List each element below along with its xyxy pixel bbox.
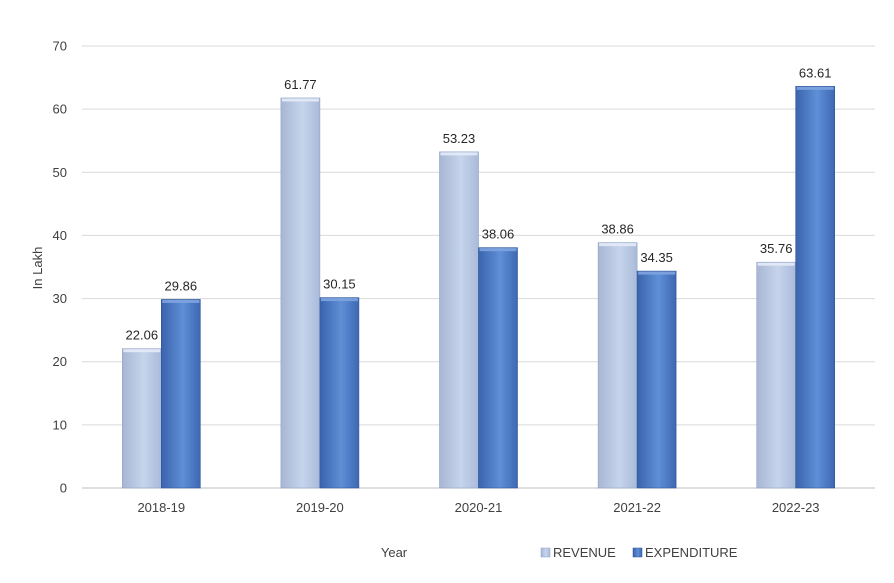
data-labels: 22.06 29.86 61.77 30.15 53.23 38.06 38.86 34.35… bbox=[126, 65, 832, 342]
bar-cap-expenditure-2020-21 bbox=[479, 248, 517, 252]
bar-cap-revenue-2019-20 bbox=[281, 98, 319, 102]
bars bbox=[122, 86, 836, 489]
bar-cap-expenditure-2018-19 bbox=[162, 299, 200, 303]
legend: REVENUE EXPENDITURE bbox=[540, 545, 738, 560]
x-tick-label: 2022-23 bbox=[772, 500, 820, 515]
bar-expenditure-2021-22 bbox=[636, 270, 677, 489]
x-axis-ticks: 2018-19 2019-20 2020-21 2021-22 2022-23 bbox=[137, 500, 819, 515]
y-tick-label: 70 bbox=[53, 39, 67, 54]
y-tick-label: 60 bbox=[53, 102, 67, 117]
bar-cap-revenue-2021-22 bbox=[599, 243, 637, 247]
bar-cap-revenue-2022-23 bbox=[757, 262, 795, 266]
data-label-expenditure: 63.61 bbox=[799, 65, 832, 80]
bar-revenue-2021-22 bbox=[597, 242, 638, 489]
data-label-expenditure: 38.06 bbox=[482, 227, 515, 242]
legend-swatch-revenue bbox=[540, 547, 551, 558]
x-tick-label: 2019-20 bbox=[296, 500, 344, 515]
y-tick-label: 0 bbox=[60, 481, 67, 496]
legend-label-revenue: REVENUE bbox=[553, 545, 616, 560]
bar-revenue-2019-20 bbox=[280, 97, 321, 489]
x-tick-label: 2021-22 bbox=[613, 500, 661, 515]
bar-cap-revenue-2020-21 bbox=[440, 152, 478, 156]
y-tick-label: 50 bbox=[53, 165, 67, 180]
bar-revenue-2018-19 bbox=[122, 348, 162, 489]
bar-cap-expenditure-2021-22 bbox=[638, 271, 676, 275]
data-label-expenditure: 34.35 bbox=[640, 250, 673, 265]
bar-cap-expenditure-2019-20 bbox=[320, 298, 358, 302]
y-axis-ticks: 0 10 20 30 40 50 60 70 bbox=[53, 39, 67, 496]
data-label-expenditure: 30.15 bbox=[323, 277, 356, 292]
x-tick-label: 2018-19 bbox=[137, 500, 185, 515]
bar-cap-expenditure-2022-23 bbox=[796, 86, 834, 90]
y-tick-label: 30 bbox=[53, 291, 67, 306]
legend-label-expenditure: EXPENDITURE bbox=[645, 545, 738, 560]
y-tick-label: 20 bbox=[53, 354, 67, 369]
data-label-revenue: 53.23 bbox=[443, 131, 476, 146]
bar-revenue-2022-23 bbox=[756, 261, 797, 489]
y-axis-title: In Lakh bbox=[30, 247, 45, 290]
x-axis-title: Year bbox=[381, 545, 408, 560]
bar-expenditure-2022-23 bbox=[795, 86, 836, 489]
bar-cap-revenue-2018-19 bbox=[123, 349, 161, 353]
data-label-revenue: 35.76 bbox=[760, 241, 793, 256]
data-label-revenue: 38.86 bbox=[601, 222, 634, 237]
y-tick-label: 10 bbox=[53, 417, 67, 432]
bar-revenue-2020-21 bbox=[439, 151, 479, 489]
data-label-revenue: 61.77 bbox=[284, 77, 317, 92]
legend-swatch-expenditure bbox=[632, 547, 643, 558]
x-tick-label: 2020-21 bbox=[455, 500, 503, 515]
data-label-expenditure: 29.86 bbox=[165, 278, 198, 293]
y-tick-label: 40 bbox=[53, 228, 67, 243]
data-label-revenue: 22.06 bbox=[126, 328, 159, 343]
bar-expenditure-2020-21 bbox=[478, 247, 518, 489]
bar-expenditure-2019-20 bbox=[319, 297, 360, 489]
bar-expenditure-2018-19 bbox=[161, 299, 201, 489]
